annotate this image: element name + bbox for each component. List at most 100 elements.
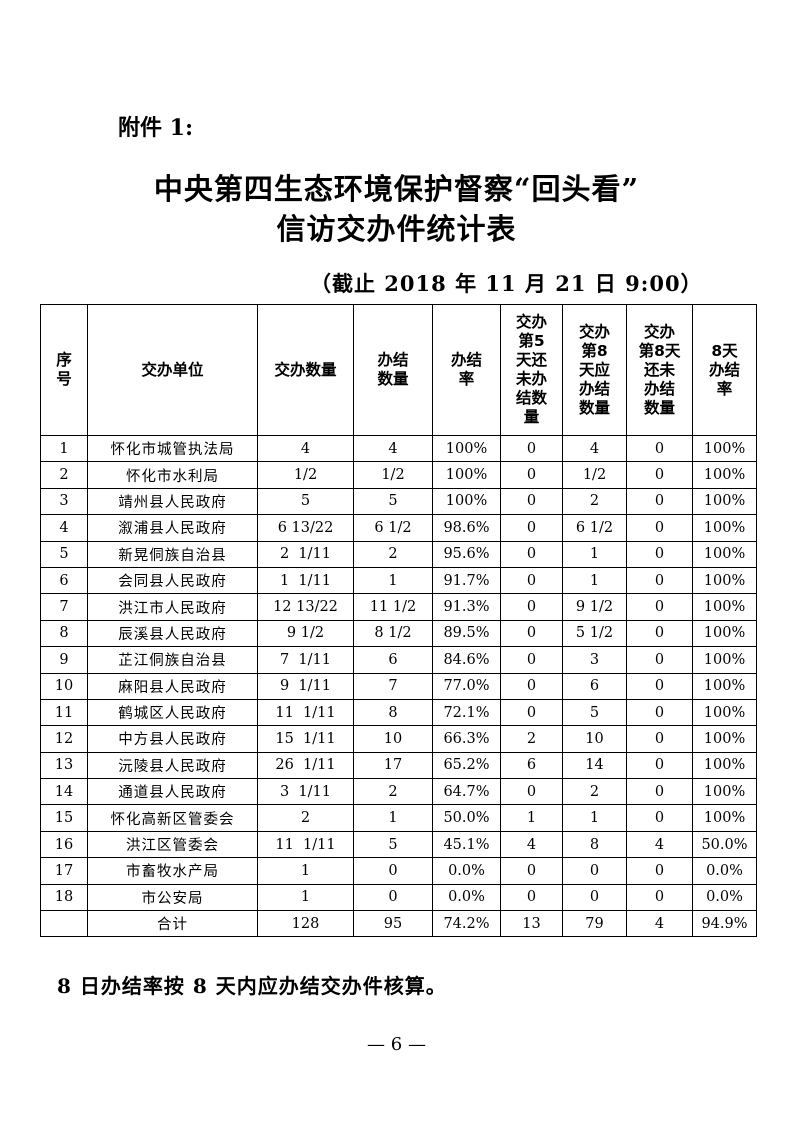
table-cell: 100% bbox=[692, 461, 757, 489]
table-cell: 18 bbox=[40, 883, 88, 912]
table-cell: 2 bbox=[257, 804, 354, 832]
table-cell: 2 bbox=[353, 540, 433, 568]
table-cell: 1 bbox=[40, 434, 88, 463]
table-cell: 怀化市城管执法局 bbox=[87, 434, 258, 463]
table-cell: 0 bbox=[626, 883, 693, 912]
table-cell: 0 bbox=[626, 540, 693, 568]
table-cell: 中方县人民政府 bbox=[87, 725, 258, 753]
table-cell: 65.2% bbox=[432, 751, 501, 780]
table-cell: 9 1/11 bbox=[257, 672, 354, 700]
table-cell: 100% bbox=[692, 566, 757, 595]
table-cell: 0 bbox=[626, 672, 693, 700]
table-cell: 1 bbox=[562, 804, 627, 832]
table-cell: 3 bbox=[562, 646, 627, 674]
table-cell: 0 bbox=[500, 566, 563, 595]
table-cell: 128 bbox=[257, 910, 354, 938]
table-cell: 79 bbox=[562, 910, 627, 938]
table-cell: 2 bbox=[353, 778, 433, 806]
table-cell: 7 bbox=[353, 672, 433, 700]
column-header: 交办 第8天 还未 办结 数量 bbox=[626, 304, 693, 436]
table-cell: 10 bbox=[562, 725, 627, 753]
table-cell: 7 bbox=[40, 593, 88, 621]
table-cell: 16 bbox=[40, 830, 88, 859]
table-row: 9 芷江侗族自治县 7 1/11 6 84.6% 0 3 0 100% bbox=[40, 646, 757, 674]
table-cell: 0 bbox=[500, 646, 563, 674]
table-cell: 6 1/2 bbox=[353, 514, 433, 542]
table-cell: 100% bbox=[692, 698, 757, 727]
table-row: 1 怀化市城管执法局 4 4 100% 0 4 0 100% bbox=[40, 434, 757, 463]
table-cell: 12 13/22 bbox=[257, 593, 354, 621]
table-cell: 0 bbox=[500, 883, 563, 912]
table-cell: 0 bbox=[500, 540, 563, 568]
table-row: 17 市畜牧水产局 1 0 0.0% 0 0 0 0.0% bbox=[40, 857, 757, 885]
column-header: 交办单位 bbox=[87, 304, 258, 436]
table-cell: 通道县人民政府 bbox=[87, 778, 258, 806]
table-cell: 100% bbox=[692, 514, 757, 542]
table-cell: 100% bbox=[692, 751, 757, 780]
table-cell: 0 bbox=[500, 487, 563, 516]
table-cell: 5 bbox=[562, 698, 627, 727]
table-cell: 4 bbox=[626, 910, 693, 938]
table-cell: 6 bbox=[353, 646, 433, 674]
table-cell: 4 bbox=[353, 434, 433, 463]
table-cell: 6 bbox=[500, 751, 563, 780]
table-cell: 1/2 bbox=[353, 461, 433, 489]
table-cell: 0 bbox=[626, 857, 693, 885]
table-cell: 4 bbox=[626, 830, 693, 859]
table-cell: 100% bbox=[432, 487, 501, 516]
table-cell: 4 bbox=[562, 434, 627, 463]
table-cell: 0 bbox=[626, 461, 693, 489]
table-cell: 1/2 bbox=[562, 461, 627, 489]
table-cell: 2 bbox=[562, 778, 627, 806]
table-cell: 26 1/11 bbox=[257, 751, 354, 780]
table-cell: 2 bbox=[40, 461, 88, 489]
table-cell: 100% bbox=[692, 593, 757, 621]
table-cell: 0 bbox=[626, 514, 693, 542]
table-cell: 0 bbox=[626, 619, 693, 648]
table-cell: 6 13/22 bbox=[257, 514, 354, 542]
statistics-table: 序 号交办单位 交办数量 办结 数量 办结 率交办 第5 天还 未办 结数 量交办 第… bbox=[40, 304, 757, 938]
table-cell: 1 1/11 bbox=[257, 566, 354, 595]
table-cell: 98.6% bbox=[432, 514, 501, 542]
table-cell: 4 bbox=[257, 434, 354, 463]
table-cell: 100% bbox=[692, 619, 757, 648]
table-cell: 5 bbox=[353, 830, 433, 859]
table-cell: 14 bbox=[562, 751, 627, 780]
table-row: 11 鹤城区人民政府 11 1/11 8 72.1% 0 5 0 100% bbox=[40, 698, 757, 727]
table-cell: 0 bbox=[500, 672, 563, 700]
table-row: 3 靖州县人民政府 5 5 100% 0 2 0 100% bbox=[40, 487, 757, 516]
footnote: 8 日办结率按 8 天内应办结交办件核算。 bbox=[57, 974, 447, 998]
table-cell: 0.0% bbox=[432, 857, 501, 885]
table-row: 8 辰溪县人民政府 9 1/2 8 1/2 89.5% 0 5 1/2 0 100% bbox=[40, 619, 757, 648]
table-cell bbox=[40, 910, 88, 938]
table-cell: 11 1/11 bbox=[257, 830, 354, 859]
page-number: — 6 — bbox=[367, 1034, 426, 1055]
table-row: 16 洪江区管委会 11 1/11 5 45.1% 4 8 4 50.0% bbox=[40, 830, 757, 859]
table-cell: 12 bbox=[40, 725, 88, 753]
table-cell: 6 bbox=[562, 672, 627, 700]
table-cell: 1 bbox=[257, 857, 354, 885]
table-cell: 100% bbox=[692, 434, 757, 463]
table-cell: 64.7% bbox=[432, 778, 501, 806]
table-cell: 0 bbox=[626, 487, 693, 516]
table-cell: 0 bbox=[626, 725, 693, 753]
table-row: 13 沅陵县人民政府 26 1/11 17 65.2% 6 14 0 100% bbox=[40, 751, 757, 780]
table-cell: 15 bbox=[40, 804, 88, 832]
table-cell: 麻阳县人民政府 bbox=[87, 672, 258, 700]
table-cell: 0 bbox=[562, 857, 627, 885]
column-header: 交办 第8 天应 办结 数量 bbox=[562, 304, 627, 436]
table-cell: 8 bbox=[562, 830, 627, 859]
table-cell: 100% bbox=[432, 434, 501, 463]
table-cell: 15 1/11 bbox=[257, 725, 354, 753]
table-header-row: 序 号交办单位 交办数量 办结 数量 办结 率交办 第5 天还 未办 结数 量交办 第… bbox=[40, 304, 757, 436]
table-cell: 0.0% bbox=[432, 883, 501, 912]
table-cell: 3 bbox=[40, 487, 88, 516]
table-cell: 100% bbox=[432, 461, 501, 489]
table-cell: 9 1/2 bbox=[562, 593, 627, 621]
table-cell: 45.1% bbox=[432, 830, 501, 859]
table-cell: 会同县人民政府 bbox=[87, 566, 258, 595]
table-cell: 0 bbox=[626, 566, 693, 595]
table-cell: 洪江市人民政府 bbox=[87, 593, 258, 621]
table-cell: 0 bbox=[500, 461, 563, 489]
table-cell: 0 bbox=[500, 778, 563, 806]
